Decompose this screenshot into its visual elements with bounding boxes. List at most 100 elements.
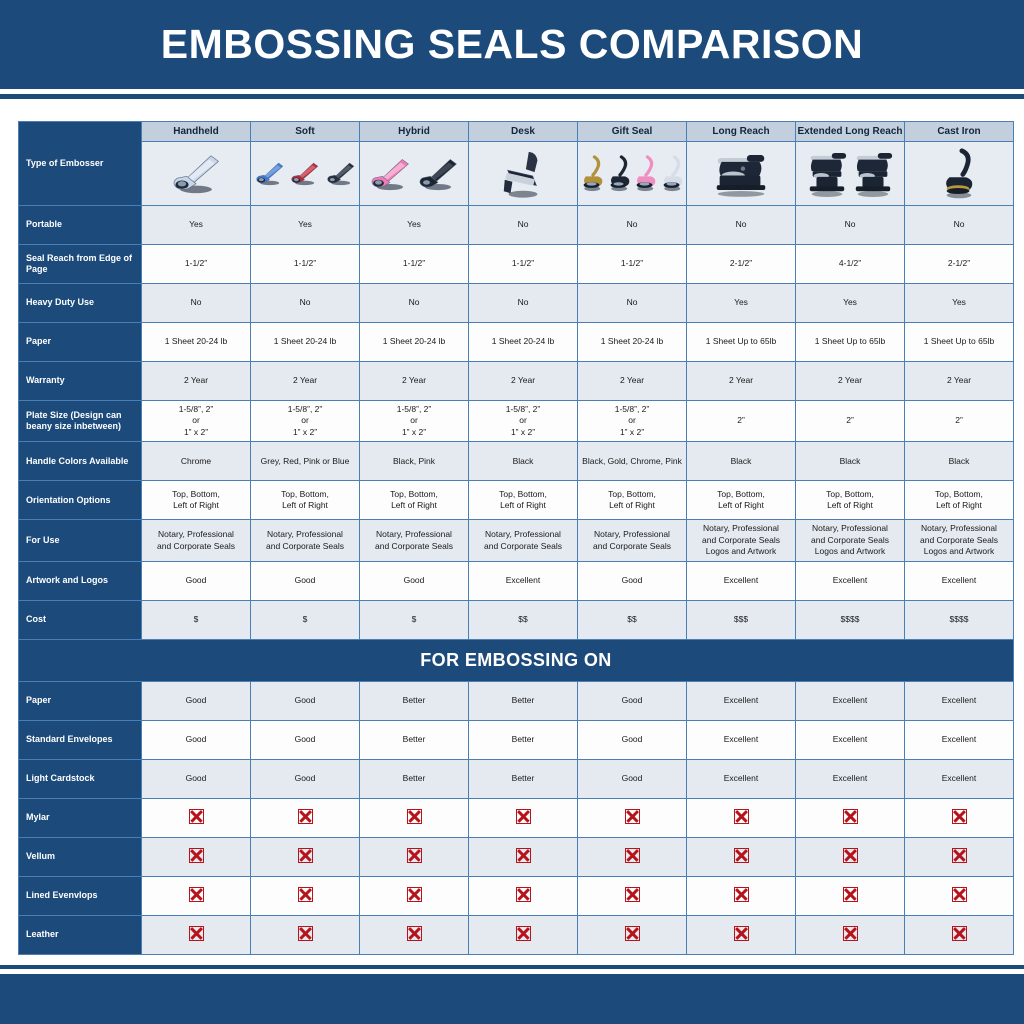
cell-embossing-mylar-cast-iron [905, 798, 1013, 837]
row-label-embossing-vellum: Vellum [19, 837, 141, 876]
cell-embossing-light-cardstock-long-reach: Excellent [687, 759, 795, 798]
not-supported-x-icon [624, 925, 640, 941]
cell-embossing-paper-long-reach: Excellent [687, 681, 795, 720]
cast-iron-embosser-image [905, 142, 1013, 205]
cell-embossing-light-cardstock-cast-iron: Excellent [905, 759, 1013, 798]
hybrid-embosser-image [360, 142, 468, 205]
column-header-handheld[interactable]: Handheld [142, 122, 250, 141]
row-label-warranty: Warranty [19, 362, 141, 400]
cell-artwork-and-logos-hybrid: Good [360, 561, 468, 600]
cell-artwork-and-logos-desk: Excellent [469, 561, 577, 600]
cell-portable-hybrid: Yes [360, 206, 468, 244]
table-row: Heavy Duty Use No No No No No Yes Yes Yes [19, 284, 1013, 322]
cell-embossing-paper-desk: Better [469, 681, 577, 720]
cell-for-use-handheld: Notary, Professional and Corporate Seals [142, 520, 250, 561]
cell-artwork-and-logos-handheld: Good [142, 561, 250, 600]
cell-portable-handheld: Yes [142, 206, 250, 244]
cell-embossing-light-cardstock-gift-seal: Good [578, 759, 686, 798]
cell-warranty-gift-seal: 2 Year [578, 362, 686, 400]
cell-warranty-soft: 2 Year [251, 362, 359, 400]
cell-handle-colors-available-gift-seal: Black, Gold, Chrome, Pink [578, 442, 686, 481]
table-row: Plate Size (Design can beany size inbetw… [19, 401, 1013, 442]
column-header-long-reach[interactable]: Long Reach [687, 122, 795, 141]
cell-embossing-mylar-soft [251, 798, 359, 837]
not-supported-x-icon [951, 847, 967, 863]
cell-seal-reach-from-edge-of-page-hybrid: 1-1/2” [360, 245, 468, 283]
embossing-seals-comparison-table: Type of Embosser Handheld Soft Hybrid Desk Gi… [18, 121, 1014, 955]
row-label-seal-reach-from-edge-of-page: Seal Reach from Edge of Page [19, 245, 141, 283]
not-supported-x-icon [733, 847, 749, 863]
cell-embossing-paper-extended-long-reach: Excellent [796, 681, 904, 720]
cell-orientation-options-gift-seal: Top, Bottom, Left of Right [578, 481, 686, 520]
cell-heavy-duty-use-hybrid: No [360, 284, 468, 322]
cell-heavy-duty-use-desk: No [469, 284, 577, 322]
not-supported-x-icon [733, 886, 749, 902]
cell-artwork-and-logos-cast-iron: Excellent [905, 561, 1013, 600]
cell-warranty-long-reach: 2 Year [687, 362, 795, 400]
column-header-extended-long-reach[interactable]: Extended Long Reach [796, 122, 904, 141]
cell-warranty-handheld: 2 Year [142, 362, 250, 400]
cell-paper-handheld: 1 Sheet 20-24 lb [142, 323, 250, 361]
column-header-soft[interactable]: Soft [251, 122, 359, 141]
not-supported-x-icon [842, 808, 858, 824]
cell-embossing-leather-gift-seal [578, 915, 686, 954]
column-header-cast-iron[interactable]: Cast Iron [905, 122, 1013, 141]
cell-embossing-leather-hybrid [360, 915, 468, 954]
extended-long-reach-embosser-image [796, 142, 904, 205]
table-row: Paper 1 Sheet 20-24 lb 1 Sheet 20-24 lb 1 S… [19, 323, 1013, 361]
column-header-gift-seal[interactable]: Gift Seal [578, 122, 686, 141]
not-supported-x-icon [188, 808, 204, 824]
cell-embossing-vellum-handheld [142, 837, 250, 876]
cell-cost-hybrid: $ [360, 600, 468, 639]
table-row: Lined Evenvlops [19, 876, 1013, 915]
cell-embossing-light-cardstock-extended-long-reach: Excellent [796, 759, 904, 798]
cell-embossing-vellum-soft [251, 837, 359, 876]
not-supported-x-icon [842, 925, 858, 941]
not-supported-x-icon [297, 808, 313, 824]
cell-embossing-standard-envelopes-extended-long-reach: Excellent [796, 720, 904, 759]
table-row: Handle Colors Available Chrome Grey, Red, … [19, 442, 1013, 481]
cell-seal-reach-from-edge-of-page-soft: 1-1/2” [251, 245, 359, 283]
row-label-embossing-lined-evenvlops: Lined Evenvlops [19, 876, 141, 915]
cell-cost-gift-seal: $$ [578, 600, 686, 639]
cell-heavy-duty-use-handheld: No [142, 284, 250, 322]
cell-embossing-standard-envelopes-gift-seal: Good [578, 720, 686, 759]
cell-embossing-standard-envelopes-cast-iron: Excellent [905, 720, 1013, 759]
long-reach-embosser-image [687, 142, 795, 205]
cell-seal-reach-from-edge-of-page-long-reach: 2-1/2” [687, 245, 795, 283]
cell-orientation-options-desk: Top, Bottom, Left of Right [469, 481, 577, 520]
cell-cost-handheld: $ [142, 600, 250, 639]
cell-paper-gift-seal: 1 Sheet 20-24 lb [578, 323, 686, 361]
cell-handle-colors-available-desk: Black [469, 442, 577, 481]
column-header-desk[interactable]: Desk [469, 122, 577, 141]
cell-cost-soft: $ [251, 600, 359, 639]
cell-plate-size-design-can-beany-size-inbetween-cast-iron: 2” [905, 401, 1013, 442]
table-row: Light Cardstock Good Good Better Better Good E… [19, 759, 1013, 798]
cell-orientation-options-cast-iron: Top, Bottom, Left of Right [905, 481, 1013, 520]
row-label-handle-colors-available: Handle Colors Available [19, 442, 141, 481]
row-label-embossing-paper: Paper [19, 681, 141, 720]
row-label-plate-size-design-can-beany-size-inbetween: Plate Size (Design can beany size inbetw… [19, 401, 141, 442]
cell-heavy-duty-use-soft: No [251, 284, 359, 322]
not-supported-x-icon [188, 925, 204, 941]
soft-embosser-image [251, 142, 359, 205]
cell-seal-reach-from-edge-of-page-gift-seal: 1-1/2” [578, 245, 686, 283]
cell-handle-colors-available-handheld: Chrome [142, 442, 250, 481]
not-supported-x-icon [515, 925, 531, 941]
cell-portable-desk: No [469, 206, 577, 244]
cell-plate-size-design-can-beany-size-inbetween-hybrid: 1-5/8”, 2” or 1” x 2” [360, 401, 468, 442]
not-supported-x-icon [624, 847, 640, 863]
cell-embossing-paper-cast-iron: Excellent [905, 681, 1013, 720]
row-label-embossing-standard-envelopes: Standard Envelopes [19, 720, 141, 759]
table-row: Standard Envelopes Good Good Better Better Go… [19, 720, 1013, 759]
cell-handle-colors-available-cast-iron: Black [905, 442, 1013, 481]
column-header-hybrid[interactable]: Hybrid [360, 122, 468, 141]
row-label-for-use: For Use [19, 520, 141, 561]
cell-embossing-lined-evenvlops-long-reach [687, 876, 795, 915]
cell-paper-hybrid: 1 Sheet 20-24 lb [360, 323, 468, 361]
not-supported-x-icon [842, 886, 858, 902]
cell-artwork-and-logos-long-reach: Excellent [687, 561, 795, 600]
table-row: Warranty 2 Year 2 Year 2 Year 2 Year 2 Year 2 … [19, 362, 1013, 400]
not-supported-x-icon [297, 925, 313, 941]
cell-portable-cast-iron: No [905, 206, 1013, 244]
